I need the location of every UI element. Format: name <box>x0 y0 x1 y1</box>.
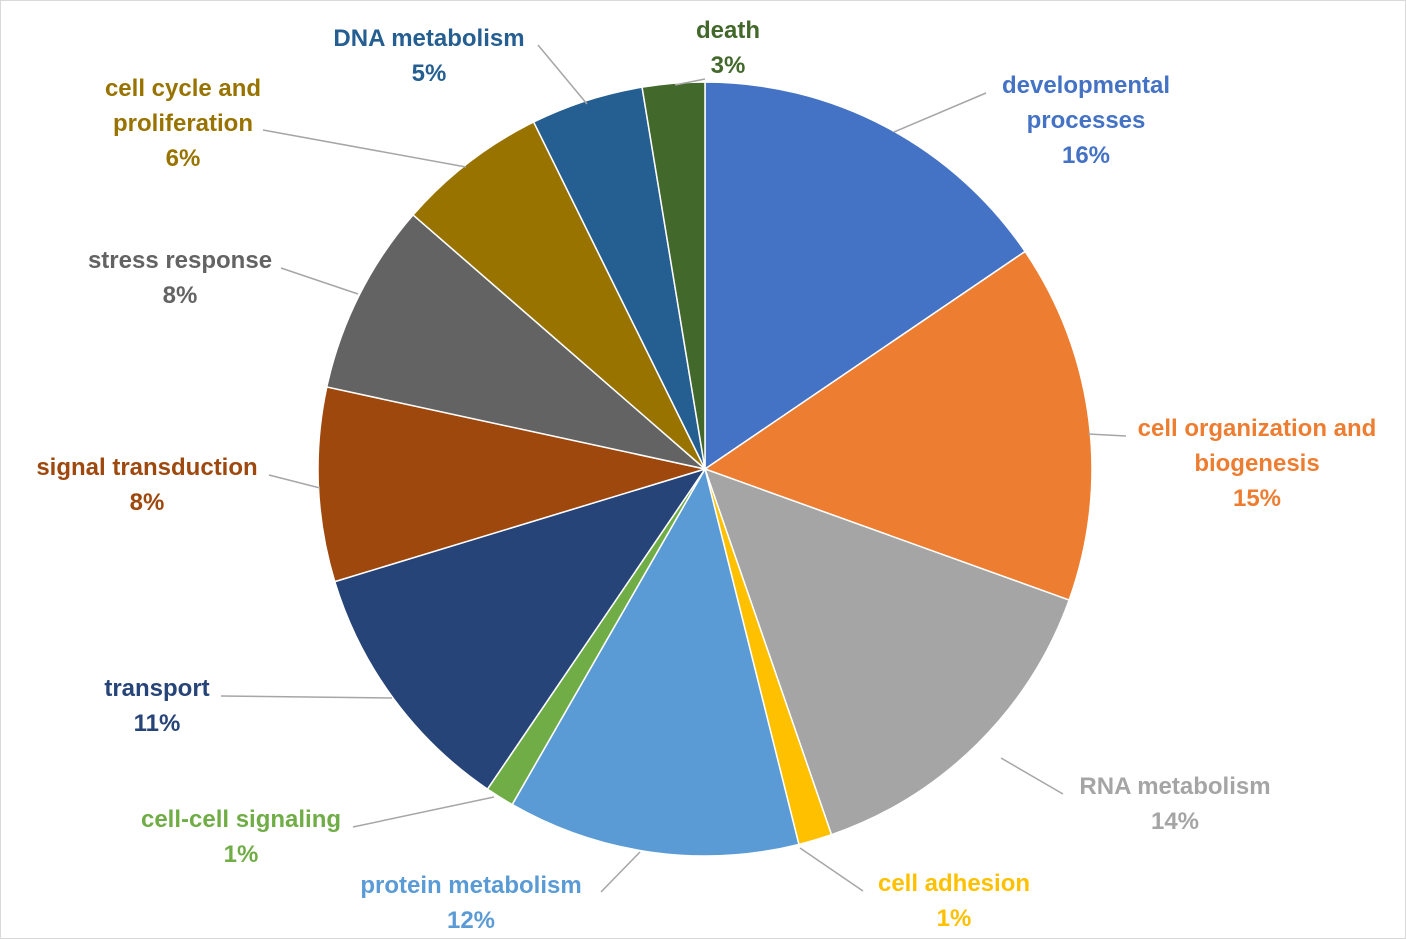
slice-labels: developmental processes 16% cell organizati… <box>36 17 1376 934</box>
category-label-developmental-processes: processes <box>1027 107 1146 134</box>
percent-label-stress-response: 8% <box>163 282 198 309</box>
pie-slice-cell-cycle-and-proliferation <box>412 120 706 470</box>
leader-line-protein-metabolism <box>600 851 641 893</box>
percent-label-transport: 11% <box>134 710 181 737</box>
leader-line-cell-cycle-and-proliferation <box>262 129 467 168</box>
pie-slice-transport <box>333 467 707 791</box>
percent-label-death: 3% <box>711 52 746 79</box>
category-label-signal-transduction: signal transduction <box>36 454 257 481</box>
category-label-death: death <box>696 17 760 44</box>
percent-label-cell-cell-signaling: 1% <box>224 841 259 868</box>
category-label-dna-metabolism: DNA metabolism <box>333 25 524 52</box>
pie-slice-cell-organization-and-biogenesis <box>703 250 1093 602</box>
pie-slice-death <box>641 81 706 470</box>
category-label-transport: transport <box>104 675 209 702</box>
leader-line-stress-response <box>280 267 359 295</box>
leader-line-death <box>674 78 706 86</box>
percent-label-cell-adhesion: 1% <box>937 905 972 932</box>
leader-line-signal-transduction <box>268 474 321 489</box>
pie-slices <box>317 81 1093 857</box>
leader-lines <box>220 44 1127 893</box>
percent-label-cell-cycle-and-proliferation: 6% <box>166 145 201 172</box>
category-label-cell-adhesion: cell adhesion <box>878 870 1030 897</box>
pie-slice-signal-transduction <box>317 386 708 583</box>
leader-line-cell-adhesion <box>799 847 864 892</box>
pie-slice-rna-metabolism <box>703 467 1071 836</box>
percent-label-developmental-processes: 16% <box>1062 142 1110 169</box>
category-label-protein-metabolism: protein metabolism <box>360 872 581 899</box>
percent-label-protein-metabolism: 12% <box>447 907 495 934</box>
leader-line-developmental-processes <box>893 92 987 133</box>
percent-label-rna-metabolism: 14% <box>1151 808 1199 835</box>
leader-line-dna-metabolism <box>537 44 588 105</box>
percent-label-dna-metabolism: 5% <box>412 60 447 87</box>
pie-slice-protein-metabolism <box>511 467 800 857</box>
category-label-rna-metabolism: RNA metabolism <box>1079 773 1270 800</box>
category-label-cell-cell-signaling: cell-cell signaling <box>141 806 341 833</box>
leader-line-transport <box>220 695 393 699</box>
category-label-cell-organization-and-biogenesis: biogenesis <box>1194 450 1319 477</box>
leader-line-cell-cell-signaling <box>352 796 495 828</box>
category-label-stress-response: stress response <box>88 247 272 274</box>
leader-line-rna-metabolism <box>1000 757 1064 795</box>
percent-label-cell-organization-and-biogenesis: 15% <box>1233 485 1281 512</box>
percent-label-signal-transduction: 8% <box>130 489 165 516</box>
category-label-developmental-processes: developmental <box>1002 72 1170 99</box>
category-label-cell-organization-and-biogenesis: cell organization and <box>1138 415 1377 442</box>
pie-slice-developmental-processes <box>704 81 1027 471</box>
pie-slice-stress-response <box>325 213 706 470</box>
category-label-cell-cycle-and-proliferation: proliferation <box>113 110 253 137</box>
leader-line-cell-organization-and-biogenesis <box>1087 433 1127 437</box>
category-label-cell-cycle-and-proliferation: cell cycle and <box>105 75 261 102</box>
